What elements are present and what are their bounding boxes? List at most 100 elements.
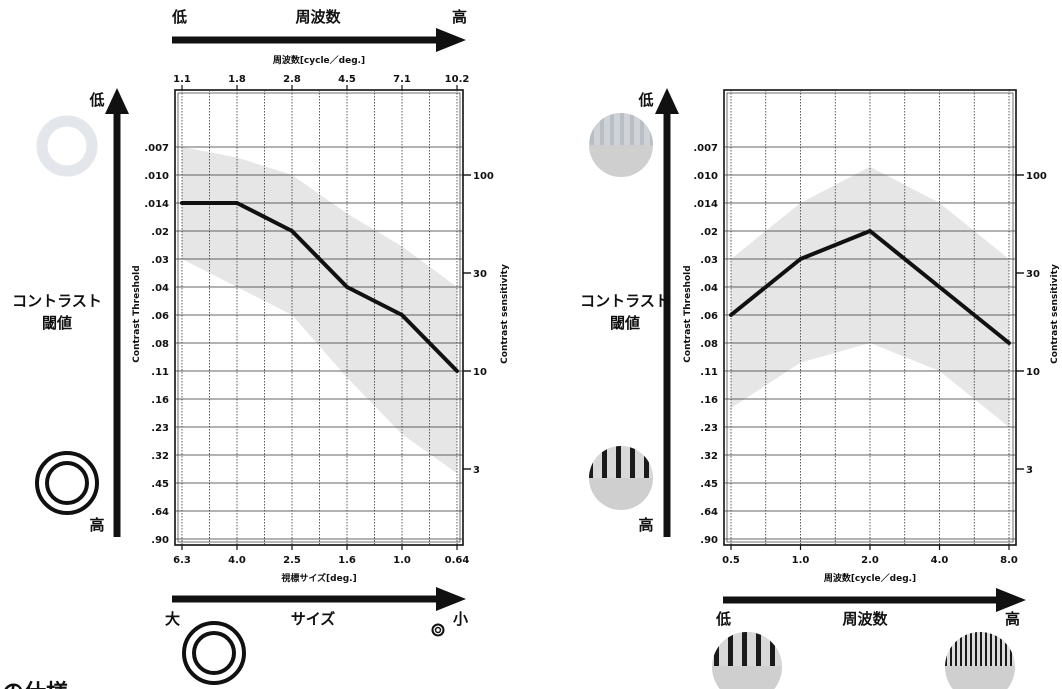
x-tick-label: 0.5 [722,555,740,566]
y-tick-label: .11 [151,367,169,378]
chart-left: 低 周波数 高 周波数[cycle／deg.] 1.1 1.8 2.8 4.5 7.1 1… [12,8,510,685]
y-tick-label: .64 [700,507,718,518]
y-tick-label: .64 [151,507,169,518]
right-tick-label: 3 [1026,465,1033,476]
right-tick-label: 10 [1026,367,1040,378]
data-point [798,257,803,261]
y-tick-label: .007 [693,143,718,154]
y-tick-label: .90 [700,535,718,546]
side-label-line2: 閾値 [610,314,640,332]
y-tick-label: .23 [151,423,169,434]
bottom-arrow-title: サイズ [291,610,336,628]
vertical-arrow-high: 高 [638,516,653,534]
plot-area-right: .007 .010 .014 .02 .03 .04 .06 .08 .11 .16 .23 .32.… [693,89,1047,566]
data-point [290,229,294,233]
small-ring-outer-icon [431,623,445,637]
top-axis-title: 周波数[cycle／deg.] [273,54,365,66]
y-tick-label: .02 [151,227,169,238]
chart-right: 低 高 コントラスト 閾値 .007.010.014.02.03.04.06.0… [580,88,1060,689]
bottom-arrow-high: 高 [1005,610,1020,628]
top-tick-label: 4.5 [338,74,356,85]
y-tick-label: .06 [700,311,718,322]
x-tick-label: 4.0 [931,555,949,566]
left-ylabel: Contrast Threshold [132,265,142,362]
side-label-line1: コントラスト [12,292,102,310]
y-tick-label: .06 [151,311,169,322]
y-tick-label: .04 [700,283,718,294]
top-arrow-high: 高 [452,8,467,26]
left-ylabel: Contrast Threshold [683,265,693,362]
y-tick-label: .16 [700,395,718,406]
data-series-line [180,201,459,373]
vertical-arrow-low: 低 [88,91,104,109]
top-arrow-title: 周波数 [295,8,341,26]
data-point [180,201,184,205]
y-tick-label: .010 [144,171,169,182]
right-tick-label: 100 [1026,171,1047,182]
x-tick-label: 8.0 [1000,555,1018,566]
y-tick-label: .32 [700,451,718,462]
y-tick-label: .007 [144,143,169,154]
y-tick-label: .014 [144,199,169,210]
bottom-arrow-low: 低 [715,610,731,628]
side-label-line1: コントラスト [580,292,670,310]
x-tick-label: 2.5 [283,555,301,566]
y-tick-label: .08 [700,339,718,350]
y-tick-label: .45 [700,479,718,490]
data-point [235,201,239,205]
right-tick-label: 30 [1026,269,1040,280]
data-point [1007,341,1011,345]
top-tick-label: 1.8 [228,74,246,85]
x-tick-label: 4.0 [228,555,246,566]
data-point [400,313,404,317]
plot-frame [174,89,464,546]
bottom-arrow-large: 大 [165,610,180,628]
right-ylabel: Contrast sensitivity [1050,264,1060,364]
data-point [345,285,349,289]
x-tick-label: 0.64 [445,555,470,566]
top-tick-labels: 1.1 1.8 2.8 4.5 7.1 10.2 [173,74,469,90]
right-tick-label: 100 [473,171,494,182]
bottom-axis-title: 周波数[cycle／deg.] [824,572,916,584]
top-arrow-head [436,28,466,52]
bottom-arrow-small: 小 [453,610,468,628]
y-tick-label: .010 [693,171,718,182]
large-ring-outer-icon [182,621,246,685]
vertical-arrow-low: 低 [637,91,653,109]
x-tick-label: 2.0 [861,555,879,566]
x-tick-label: 1.0 [792,555,810,566]
top-tick-label: 1.1 [173,74,191,85]
top-tick-label: 10.2 [445,74,470,85]
y-tick-label: .16 [151,395,169,406]
y-tick-label: .014 [693,199,718,210]
bottom-arrow-head [436,587,466,611]
right-tick-label: 10 [473,367,487,378]
y-tick-label: .11 [700,367,718,378]
top-tick-label: 2.8 [283,74,301,85]
vertical-arrow-high: 高 [89,516,104,534]
header-partial: の仕様 [2,680,69,689]
low-contrast-grating-icon [589,113,653,145]
side-label-line2: 閾値 [42,314,72,332]
y-tick-label: .23 [700,423,718,434]
data-point [868,229,872,233]
y-tick-label: .02 [700,227,718,238]
top-arrow-low: 低 [171,8,187,26]
y-tick-label: .90 [151,535,169,546]
plot-frame-inner [177,92,461,543]
y-tick-label: .45 [151,479,169,490]
right-ylabel: Contrast sensitivity [500,264,510,364]
vertical-arrow-head [655,88,679,114]
x-tick-label: 1.0 [393,555,411,566]
top-tick-label: 7.1 [393,74,411,85]
right-tick-label: 3 [473,465,480,476]
small-ring-inner-icon [434,626,442,634]
vertical-arrow-head [105,88,129,114]
bottom-axis-title: 視標サイズ[deg.] [280,572,356,584]
large-ring-inner-icon [192,631,236,675]
y-tick-label: .32 [151,451,169,462]
x-tick-label: 6.3 [173,555,191,566]
low-frequency-grating-icon [712,632,782,666]
right-tick-label: 30 [473,269,487,280]
